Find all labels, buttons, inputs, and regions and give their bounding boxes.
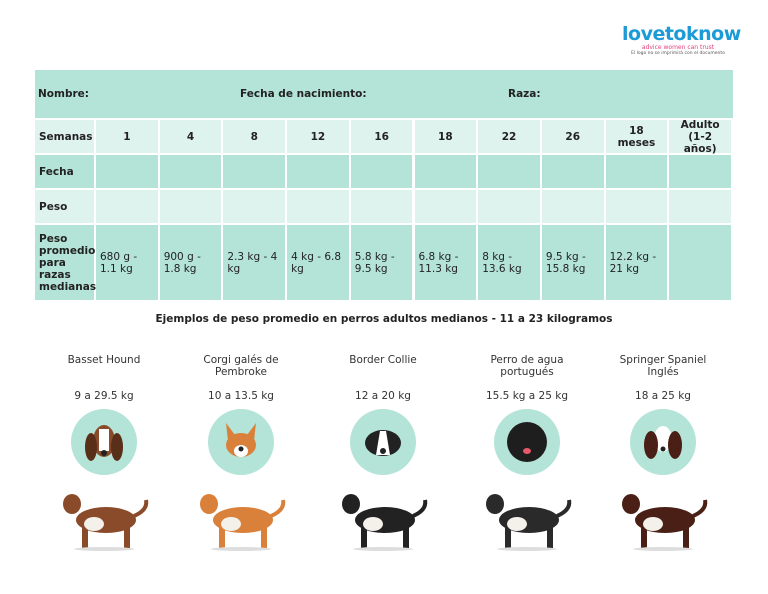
dog-weight: 10 a 13.5 kg (208, 390, 274, 402)
empty-cell (159, 190, 222, 223)
cell-value: 8 kg - 13.6 kg (478, 225, 540, 300)
dog-icon (350, 409, 416, 475)
dog-illustration (486, 494, 572, 551)
dog-body (191, 480, 291, 552)
dog-illustration (342, 494, 428, 551)
dog-icon (494, 409, 560, 475)
dog-body (54, 480, 154, 552)
dog-head (208, 409, 274, 475)
cell-value: 5.8 kg - 9.5 kg (350, 225, 413, 300)
empty-cell (350, 190, 413, 223)
empty-cell (223, 190, 286, 223)
dog-head (71, 409, 137, 475)
column-header: 16 (350, 120, 413, 153)
dog-illustration (200, 494, 286, 551)
empty-cell (605, 155, 668, 188)
row-label: Peso promedio para razas medianas (35, 225, 96, 300)
dog-body (477, 480, 577, 552)
column-header: 1 (96, 120, 158, 153)
dog-weight: 15.5 kg a 25 kg (485, 390, 569, 402)
cell-value: 4 kg - 6.8 kg (287, 225, 349, 300)
empty-cell (478, 155, 540, 188)
column-header: Adulto (1-2 años) (669, 119, 731, 155)
empty-cell (605, 190, 668, 223)
row-label: Fecha (35, 155, 94, 188)
info-label: Fecha de nacimiento: (240, 88, 367, 100)
caption: Ejemplos de peso promedio en perros adul… (155, 313, 613, 325)
column-header: 26 (541, 120, 604, 153)
cell-value: 900 g - 1.8 kg (159, 225, 222, 300)
empty-cell (669, 190, 731, 223)
dog-body (613, 480, 713, 552)
empty-cell (478, 190, 540, 223)
dog-head (494, 409, 560, 475)
empty-cell (541, 190, 604, 223)
dog-name: Corgi galés de Pembroke (203, 354, 279, 378)
dog-head (350, 409, 416, 475)
info-label: Nombre: (38, 88, 89, 100)
column-header: 12 (287, 120, 349, 153)
cell-value: 2.3 kg - 4 kg (223, 225, 286, 300)
dog-illustration (63, 494, 149, 551)
info-label: Raza: (508, 88, 541, 100)
column-header: 22 (478, 120, 540, 153)
dog-weight: 12 a 20 kg (355, 390, 411, 402)
column-header: Semanas (35, 120, 94, 153)
dog-body (333, 480, 433, 552)
row-label: Peso (35, 190, 94, 223)
empty-cell (414, 190, 477, 223)
dog-name: Basset Hound (67, 354, 141, 366)
cell-value: 6.8 kg - 11.3 kg (414, 225, 477, 300)
empty-cell (669, 225, 731, 300)
logo-note: El logo no se imprimirá con el documento (631, 51, 725, 56)
dog-head (630, 409, 696, 475)
empty-cell (414, 155, 477, 188)
dog-illustration (622, 494, 708, 551)
cell-value: 9.5 kg - 15.8 kg (541, 225, 604, 300)
dog-name: Perro de agua portugués (490, 354, 564, 378)
dog-icon (71, 409, 137, 475)
empty-cell (96, 155, 158, 188)
dog-name: Springer Spaniel Inglés (619, 354, 707, 378)
brand: lovetoknow (622, 23, 741, 45)
empty-cell (287, 190, 349, 223)
column-header: 18 meses (605, 120, 668, 153)
logo: lovetoknow advice women can trust El log… (622, 23, 741, 57)
cell-value: 680 g - 1.1 kg (96, 225, 158, 300)
dog-weight: 9 a 29.5 kg (74, 390, 134, 402)
column-header: 4 (159, 120, 222, 153)
empty-cell (350, 155, 413, 188)
empty-cell (159, 155, 222, 188)
tagline: advice women can trust (641, 44, 715, 51)
info-row (35, 70, 733, 118)
dog-name: Border Collie (349, 354, 417, 366)
empty-cell (96, 190, 158, 223)
column-header: 18 (414, 120, 477, 153)
dog-icon (208, 409, 274, 475)
empty-cell (223, 155, 286, 188)
dog-weight: 18 a 25 kg (635, 390, 691, 402)
column-header: 8 (223, 120, 286, 153)
empty-cell (541, 155, 604, 188)
empty-cell (287, 155, 349, 188)
cell-value: 12.2 kg - 21 kg (605, 225, 668, 300)
dog-icon (630, 409, 696, 475)
empty-cell (669, 155, 731, 188)
